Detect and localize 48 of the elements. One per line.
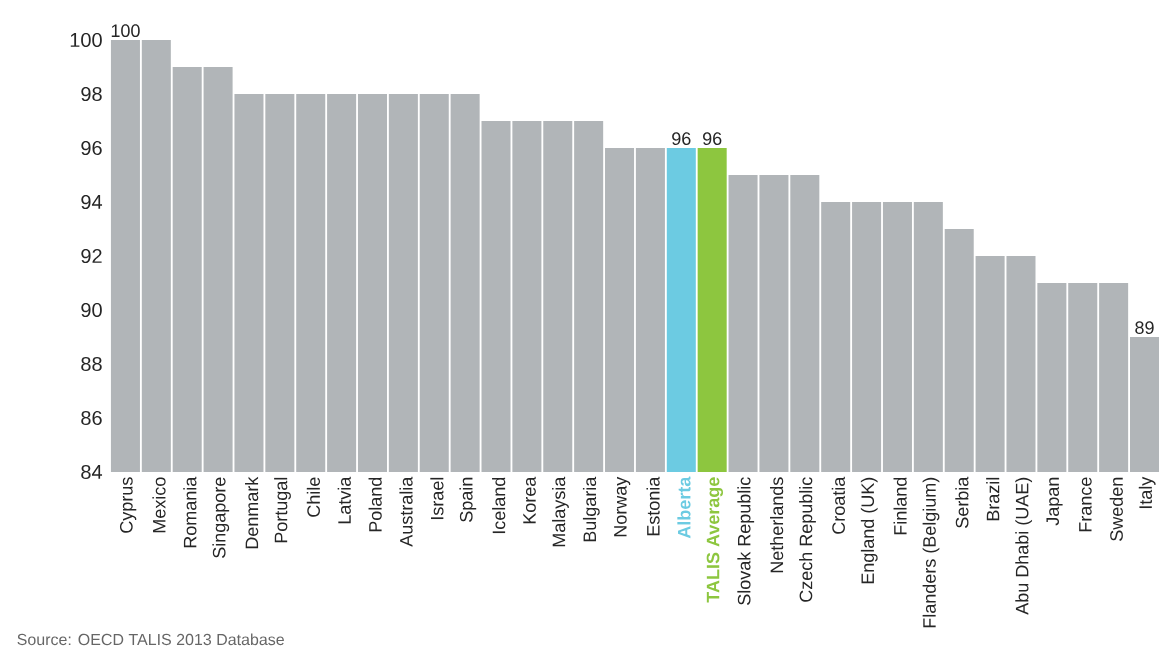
x-tick-label: Brazil	[986, 477, 1000, 521]
x-tick-label: Iceland	[492, 477, 506, 534]
x-tick-label: Abu Dhabi (UAE)	[1015, 477, 1033, 615]
x-tick-label: Bulgaria	[582, 476, 600, 542]
data-label: 96	[703, 132, 722, 146]
x-tick-label: Spain	[459, 477, 477, 522]
x-tick-label: Portugal	[274, 477, 291, 543]
data-label: 100	[111, 24, 140, 38]
x-tick-label: Serbia	[955, 476, 969, 528]
y-tick-label: 86	[81, 410, 102, 426]
x-tick-label: Latvia	[337, 476, 351, 524]
data-label: 89	[1135, 321, 1154, 335]
x-tick-label: Flanders (Belgium)	[922, 477, 940, 628]
x-tick-label: Cyprus	[119, 477, 137, 533]
x-tick-label: Slovak Republic	[737, 477, 755, 605]
x-tick-label: Mexico	[152, 477, 166, 533]
x-tick-label: England (UK)	[860, 477, 878, 584]
y-tick-label: 88	[81, 356, 102, 372]
x-tick-label: Czech Republic	[799, 477, 816, 602]
x-tick-label: Italy	[1138, 476, 1156, 509]
y-tick-label: 90	[81, 302, 102, 318]
data-label: 96	[672, 132, 691, 146]
x-tick-label: France	[1079, 477, 1092, 532]
x-tick-label: Alberta	[677, 476, 691, 539]
y-tick-label: 84	[81, 464, 103, 480]
y-tick-label: 94	[81, 194, 103, 210]
x-tick-label: Norway	[614, 476, 631, 537]
x-tick-label: Malaysia	[552, 476, 569, 547]
x-tick-label: Croatia	[831, 476, 845, 534]
x-tick-label: TALIS Average	[706, 477, 724, 603]
x-tick-label: Estonia	[646, 476, 660, 536]
x-tick-label: Australia	[399, 476, 413, 547]
source-note: Source: OECD TALIS 2013 Database	[17, 633, 284, 646]
y-tick-label: 98	[81, 86, 102, 102]
x-tick-label: Denmark	[245, 476, 259, 549]
x-tick-label: Poland	[368, 477, 382, 532]
y-tick-label: 100	[70, 32, 102, 48]
x-tick-label: Sweden	[1109, 477, 1123, 541]
x-tick-label: Israel	[430, 477, 444, 520]
x-tick-label: Romania	[183, 476, 197, 548]
y-tick-label: 96	[81, 140, 102, 156]
x-tick-label: Chile	[306, 477, 320, 517]
y-tick-label: 92	[81, 248, 102, 264]
x-tick-label: Singapore	[212, 477, 230, 558]
x-tick-label: Korea	[523, 476, 536, 524]
x-tick-label: Netherlands	[769, 477, 784, 573]
x-tick-label: Japan	[1046, 477, 1063, 526]
x-tick-label: Finland	[893, 477, 907, 535]
